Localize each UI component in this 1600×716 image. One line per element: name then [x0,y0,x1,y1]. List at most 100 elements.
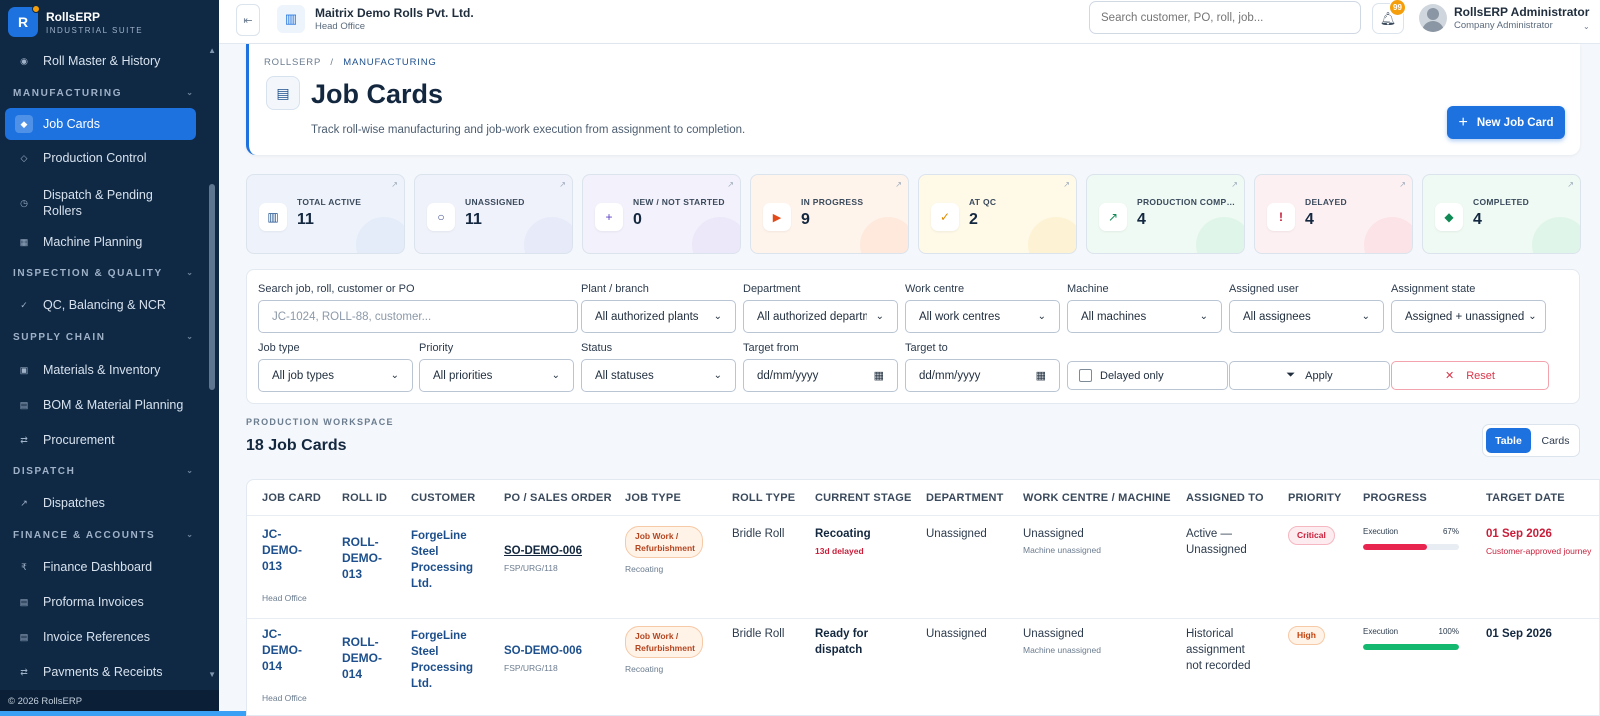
column-header-assigned-to[interactable]: ASSIGNED TO [1186,492,1264,504]
kpi-decoration [1196,217,1244,253]
priority-filter-label: Priority [419,342,454,354]
job-card-id[interactable]: JC-DEMO-014 [262,627,302,673]
sidebar-item-payments[interactable]: ⇄ Payments & Receipts [5,657,196,676]
column-header-customer[interactable]: CUSTOMER [411,492,476,504]
sales-order-link[interactable]: SO-DEMO-006 [504,545,582,557]
target-from-date-input[interactable]: dd/mm/yyyy ▦ [743,359,898,392]
column-header-job-card[interactable]: JOB CARD [262,492,322,504]
company-icon: ▥ [277,5,305,33]
breadcrumb-current[interactable]: MANUFACTURING [343,57,437,68]
breadcrumb-root[interactable]: ROLLSERP [264,57,321,68]
kpi-card[interactable]: ↗ ○ UNASSIGNED 11 [414,174,573,254]
kpi-card[interactable]: ↗ ✓ AT QC 2 [918,174,1077,254]
sidebar-item-machine-planning[interactable]: ▦ Machine Planning [5,227,196,257]
sidebar-item-finance-dashboard[interactable]: ₹ Finance Dashboard [5,552,196,582]
scroll-up-arrow[interactable]: ▲ [208,46,216,55]
column-header-department[interactable]: DEPARTMENT [926,492,1004,504]
sidebar-item-dispatch-pending[interactable]: ◷ Dispatch & Pending Rollers [5,183,196,223]
calendar-icon[interactable]: ▦ [873,370,884,382]
calendar-icon[interactable]: ▦ [1035,370,1046,382]
sidebar: R RollsERP INDUSTRIAL SUITE ◉ Roll Master… [0,0,219,716]
job-type-select[interactable]: All job types ⌄ [258,359,413,392]
kpi-card[interactable]: ↗ ▥ TOTAL ACTIVE 11 [246,174,405,254]
sidebar-item-materials[interactable]: ▣ Materials & Inventory [5,355,196,385]
target-to-date-input[interactable]: dd/mm/yyyy ▦ [905,359,1060,392]
global-search-input[interactable] [1089,1,1361,34]
sidebar-item-proforma[interactable]: ▤ Proforma Invoices [5,587,196,617]
chevron-down-icon: ⌄ [186,268,193,277]
plant-select[interactable]: All authorized plants ⌄ [581,300,736,333]
sidebar-item-job-cards[interactable]: ◆ Job Cards [5,108,196,140]
kpi-card[interactable]: ↗ ▶ IN PROGRESS 9 [750,174,909,254]
work-centre-select-value: All work centres [919,310,1001,323]
chevron-down-icon[interactable]: ⌄ [1583,22,1590,31]
kpi-card[interactable]: ↗ + NEW / NOT STARTED 0 [582,174,741,254]
column-header-target-date[interactable]: TARGET DATE [1486,492,1565,504]
sidebar-item-bom[interactable]: ▤ BOM & Material Planning [5,390,196,420]
avatar[interactable] [1419,4,1447,32]
kpi-decoration [1364,217,1412,253]
sidebar-item-procurement[interactable]: ⇄ Procurement [5,425,196,455]
column-header-work-centre[interactable]: WORK CENTRE / MACHINE [1023,492,1171,504]
kpi-decoration [524,217,572,253]
sidebar-item-invoice-references[interactable]: ▤ Invoice References [5,622,196,652]
job-search-input[interactable]: JC-1024, ROLL-88, customer... [258,300,578,333]
customer-name[interactable]: ForgeLine Steel Processing Ltd. [411,630,473,690]
new-job-card-button[interactable]: + New Job Card [1447,106,1565,139]
top-bar: ⇤ ▥ Maitrix Demo Rolls Pvt. Ltd. Head Of… [219,0,1600,44]
column-header-po[interactable]: PO / SALES ORDER [504,492,612,504]
column-header-job-type[interactable]: JOB TYPE [625,492,682,504]
column-header-roll-type[interactable]: ROLL TYPE [732,492,796,504]
machine-filter-label: Machine [1067,283,1109,295]
sidebar-item-roll-master[interactable]: ◉ Roll Master & History [5,46,196,76]
sidebar-scrollbar[interactable] [209,184,215,390]
sidebar-section-dispatch[interactable]: DISPATCH ⌄ [13,466,193,477]
sidebar-section-finance[interactable]: FINANCE & ACCOUNTS ⌄ [13,530,193,541]
sidebar-item-label: Production Control [43,151,147,165]
sales-order-link[interactable]: SO-DEMO-006 [504,645,582,657]
priority-badge: Critical [1288,526,1335,545]
kpi-card[interactable]: ↗ ↗ PRODUCTION COMPLE... 4 [1086,174,1245,254]
sidebar-section-supply-chain[interactable]: SUPPLY CHAIN ⌄ [13,332,193,343]
diamond-outline-icon: ◇ [20,152,28,163]
collapse-sidebar-button[interactable]: ⇤ [236,4,260,36]
sidebar-item-dispatches[interactable]: ↗ Dispatches [5,488,196,518]
scroll-down-arrow[interactable]: ▼ [208,670,216,679]
kpi-label: COMPLETED [1473,197,1530,207]
reset-filters-button[interactable]: ✕ Reset [1391,361,1549,390]
job-card-id[interactable]: JC-DEMO-013 [262,527,302,573]
brand[interactable]: R RollsERP INDUSTRIAL SUITE [0,0,219,44]
user-name[interactable]: RollsERP Administrator [1454,5,1590,19]
machine-select[interactable]: All machines ⌄ [1067,300,1222,333]
cards-view-button[interactable]: Cards [1541,434,1570,447]
priority-select[interactable]: All priorities ⌄ [419,359,574,392]
column-header-roll-id[interactable]: ROLL ID [342,492,388,504]
alert-icon: ! [1267,203,1295,231]
department-select[interactable]: All authorized departments ⌄ [743,300,898,333]
column-header-progress[interactable]: PROGRESS [1363,492,1427,504]
page-header: ROLLSERP / MANUFACTURING ▤ Job Cards Tra… [246,44,1580,155]
status-select[interactable]: All statuses ⌄ [581,359,736,392]
roll-id[interactable]: ROLL-DEMO-013 [342,535,382,581]
sidebar-item-production-control[interactable]: ◇ Production Control [5,143,196,173]
column-header-current-stage[interactable]: CURRENT STAGE [815,492,912,504]
table-view-button[interactable]: Table [1486,428,1531,453]
kpi-card[interactable]: ↗ ◆ COMPLETED 4 [1422,174,1581,254]
sidebar-item-qc[interactable]: ✓ QC, Balancing & NCR [5,290,196,320]
work-centre-select[interactable]: All work centres ⌄ [905,300,1060,333]
roll-id[interactable]: ROLL-DEMO-014 [342,635,382,681]
kpi-card[interactable]: ↗! DELAYED 4 [1254,174,1413,254]
kpi-decoration [692,217,740,253]
assignment-state-select[interactable]: Assigned + unassigned ⌄ [1391,300,1546,333]
rupee-icon: ₹ [21,561,27,572]
sidebar-section-manufacturing[interactable]: MANUFACTURING ⌄ [13,88,193,99]
checkbox-box[interactable] [1079,369,1092,382]
sidebar-section-inspection[interactable]: INSPECTION & QUALITY ⌄ [13,268,193,279]
column-header-priority[interactable]: PRIORITY [1288,492,1342,504]
apply-filters-button[interactable]: ⏷ Apply [1229,361,1390,390]
customer-name[interactable]: ForgeLine Steel Processing Ltd. [411,530,473,590]
company-name[interactable]: Maitrix Demo Rolls Pvt. Ltd. [315,6,474,20]
delayed-only-checkbox[interactable]: Delayed only [1067,361,1228,390]
view-toggle: Table Cards [1482,424,1580,457]
assigned-user-select[interactable]: All assignees ⌄ [1229,300,1384,333]
